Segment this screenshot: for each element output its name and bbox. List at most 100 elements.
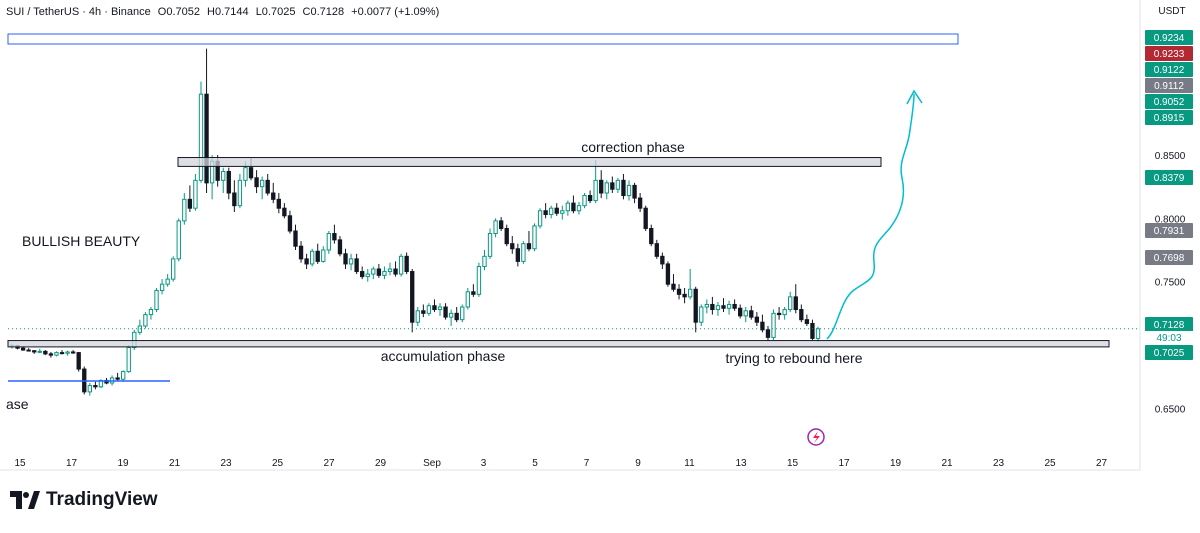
candle[interactable]: [454, 307, 459, 323]
candle[interactable]: [376, 263, 382, 278]
candle[interactable]: [143, 312, 148, 329]
candle[interactable]: [504, 224, 509, 247]
candle[interactable]: [187, 185, 193, 212]
correction-zone[interactable]: [177, 157, 882, 167]
candle[interactable]: [115, 372, 120, 381]
candle[interactable]: [565, 200, 571, 216]
candle[interactable]: [765, 326, 771, 342]
candle[interactable]: [815, 326, 821, 342]
price-tag[interactable]: 0.8379: [1145, 170, 1193, 185]
candle[interactable]: [43, 350, 48, 356]
candle[interactable]: [649, 224, 654, 247]
candle[interactable]: [265, 174, 270, 196]
candle[interactable]: [259, 176, 265, 200]
candle[interactable]: [532, 223, 537, 252]
candle[interactable]: [754, 312, 760, 326]
candle[interactable]: [682, 288, 687, 304]
candle[interactable]: [298, 241, 304, 263]
candle[interactable]: [615, 177, 621, 193]
accumulation-zone[interactable]: [7, 340, 1110, 348]
candle[interactable]: [404, 252, 409, 275]
candle[interactable]: [482, 250, 487, 271]
candle[interactable]: [515, 243, 521, 267]
candle[interactable]: [198, 81, 204, 183]
candle[interactable]: [776, 307, 782, 320]
candle[interactable]: [782, 307, 787, 320]
candle[interactable]: [32, 350, 37, 354]
candle[interactable]: [599, 170, 604, 199]
candle[interactable]: [699, 304, 704, 326]
candle[interactable]: [526, 231, 532, 252]
candle[interactable]: [537, 208, 543, 229]
candle[interactable]: [410, 269, 415, 333]
candle[interactable]: [54, 351, 59, 357]
candle[interactable]: [204, 48, 209, 193]
candle[interactable]: [671, 274, 676, 292]
candle[interactable]: [382, 266, 387, 280]
candle[interactable]: [804, 314, 810, 326]
candle[interactable]: [476, 262, 482, 297]
candle[interactable]: [643, 205, 648, 231]
candle[interactable]: [26, 348, 31, 352]
candle[interactable]: [348, 253, 354, 271]
candle[interactable]: [687, 269, 693, 300]
candle[interactable]: [154, 288, 159, 313]
candle[interactable]: [715, 301, 721, 316]
candle[interactable]: [426, 303, 432, 316]
price-tag[interactable]: 0.9112: [1145, 78, 1193, 93]
candle[interactable]: [721, 298, 726, 313]
candle[interactable]: [521, 241, 526, 264]
event-lightning-icon[interactable]: [807, 428, 825, 446]
candle[interactable]: [332, 224, 337, 244]
candle[interactable]: [237, 174, 243, 209]
candle[interactable]: [554, 203, 559, 216]
candle[interactable]: [126, 345, 131, 373]
candle[interactable]: [121, 370, 126, 382]
candle[interactable]: [576, 201, 582, 215]
price-tag[interactable]: 49:03: [1145, 331, 1193, 344]
candle[interactable]: [543, 203, 548, 219]
candle[interactable]: [593, 160, 598, 204]
candle[interactable]: [343, 248, 348, 269]
candle[interactable]: [282, 203, 287, 219]
candle[interactable]: [182, 193, 187, 225]
tradingview-brand[interactable]: TradingView: [10, 489, 158, 511]
candle[interactable]: [626, 180, 632, 201]
candle[interactable]: [549, 205, 554, 219]
candle[interactable]: [604, 180, 609, 200]
candle[interactable]: [93, 381, 98, 390]
candle[interactable]: [460, 304, 465, 323]
candle[interactable]: [287, 210, 293, 234]
candle[interactable]: [582, 193, 587, 209]
candle[interactable]: [176, 218, 181, 262]
candle[interactable]: [293, 224, 298, 250]
candle[interactable]: [48, 351, 54, 358]
candle[interactable]: [148, 307, 154, 320]
candle[interactable]: [487, 228, 493, 259]
candle[interactable]: [621, 174, 626, 200]
candle[interactable]: [788, 291, 793, 313]
candle[interactable]: [571, 195, 576, 214]
candle[interactable]: [560, 205, 565, 220]
candle[interactable]: [387, 262, 393, 276]
candle[interactable]: [726, 300, 732, 315]
candle[interactable]: [632, 182, 637, 204]
candle[interactable]: [771, 309, 776, 340]
candle[interactable]: [165, 274, 170, 287]
candle[interactable]: [749, 305, 754, 320]
symbol-title[interactable]: SUI / TetherUS · 4h · Binance: [6, 6, 151, 18]
candle[interactable]: [365, 269, 370, 282]
candle[interactable]: [65, 350, 70, 356]
candle[interactable]: [393, 261, 398, 277]
candle[interactable]: [799, 304, 804, 323]
candle[interactable]: [276, 193, 281, 214]
range-box[interactable]: [7, 33, 959, 45]
candle[interactable]: [704, 299, 709, 314]
price-tag[interactable]: 0.9233: [1145, 46, 1193, 61]
price-tag[interactable]: 0.9234: [1145, 30, 1193, 45]
candle[interactable]: [315, 243, 320, 264]
candle[interactable]: [676, 284, 682, 300]
candle[interactable]: [498, 217, 504, 231]
